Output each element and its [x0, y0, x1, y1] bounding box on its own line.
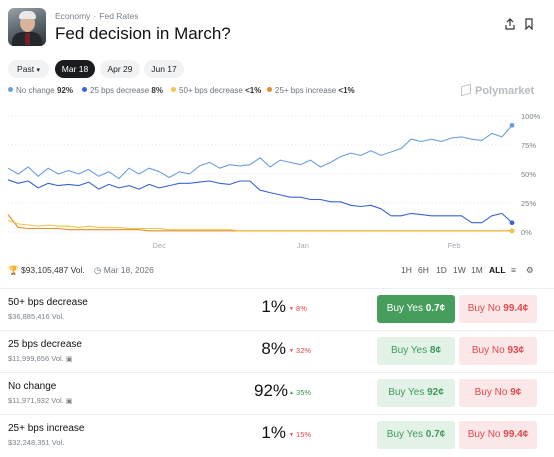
outcome-label: 25 bps decrease	[8, 339, 82, 350]
end-date: ◷ Mar 18, 2026	[94, 265, 154, 276]
arrow-down-icon: ▼	[289, 348, 294, 354]
series-endpoint	[509, 122, 515, 128]
legend-value: 8%	[151, 86, 163, 95]
outcome-label: 50+ bps decrease	[8, 297, 88, 308]
polymarket-logo: Polymarket	[461, 83, 535, 97]
page-title: Fed decision in March?	[55, 24, 231, 43]
breadcrumb-separator: ·	[93, 11, 97, 21]
y-tick-label: 75%	[521, 141, 536, 150]
outcome-volume: $36,885,416 Vol.	[8, 312, 65, 321]
outcome-label: 25+ bps increase	[8, 423, 85, 434]
date-pill[interactable]: Mar 18	[55, 60, 95, 78]
legend-value: 92%	[56, 86, 73, 95]
trophy-icon: 🏆	[8, 265, 19, 275]
date-pill[interactable]: Jun 17	[144, 60, 184, 78]
legend-swatch	[82, 87, 87, 92]
timeframe-1w[interactable]: 1W	[453, 265, 466, 275]
buy-no-button[interactable]: Buy No 99.4¢	[459, 295, 537, 323]
gift-icon: ▣	[65, 398, 73, 405]
buy-yes-button[interactable]: Buy Yes 8¢	[377, 337, 455, 365]
breadcrumb-fed-rates[interactable]: Fed Rates	[99, 11, 139, 21]
buy-yes-button[interactable]: Buy Yes 0.7¢	[377, 421, 455, 449]
timeframe-all[interactable]: ALL	[489, 265, 506, 275]
legend-value: <1%	[338, 86, 355, 95]
legend-item: No change 92%	[8, 86, 73, 95]
date-pill[interactable]: Apr 29	[100, 60, 140, 78]
legend-swatch	[171, 87, 176, 92]
outcome-change: ▼ 32%	[289, 346, 312, 355]
polymarket-mark-icon	[461, 83, 471, 97]
past-label: Past	[17, 64, 35, 74]
buy-no-button[interactable]: Buy No 9¢	[459, 379, 537, 407]
y-tick-label: 50%	[521, 170, 536, 179]
chart-settings-icon[interactable]: ≡	[511, 265, 516, 275]
buy-yes-button[interactable]: Buy Yes 0.7¢	[377, 295, 455, 323]
legend-item: 25 bps decrease 8%	[82, 86, 163, 95]
probability-chart[interactable]: 100% 75% 50% 25% 0% Dec Jan Feb	[0, 106, 554, 256]
series-endpoint	[509, 220, 515, 226]
outcome-change: ▼ 15%	[289, 430, 312, 439]
outcome-volume: $32,248,351 Vol.	[8, 438, 65, 447]
legend-item: 50+ bps decrease <1%	[171, 86, 261, 95]
gift-icon: ▣	[65, 356, 73, 363]
legend-name: 25 bps decrease	[90, 86, 150, 95]
breadcrumb-economy[interactable]: Economy	[55, 11, 91, 21]
volume-value: $93,105,487 Vol.	[20, 265, 85, 275]
brand-name: Polymarket	[475, 85, 535, 97]
series-line-25-bps-decrease	[7, 179, 513, 224]
buy-no-button[interactable]: Buy No 99.4¢	[459, 421, 537, 449]
legend-value: <1%	[245, 86, 262, 95]
legend-item: 25+ bps increase <1%	[267, 86, 355, 95]
outcome-volume: $11,971,932 Vol. ▣	[8, 396, 73, 405]
past-dropdown[interactable]: Past ▾	[8, 60, 49, 78]
arrow-down-icon: ▼	[289, 306, 294, 312]
x-tick-label: Jan	[297, 241, 309, 250]
outcome-probability: 1%	[261, 297, 286, 316]
series-endpoint	[509, 228, 515, 234]
legend-name: No change	[16, 86, 55, 95]
y-tick-label: 25%	[521, 199, 536, 208]
arrow-up-icon: ▲	[289, 390, 294, 396]
bookmark-icon[interactable]	[522, 18, 536, 32]
outcome-probability: 1%	[261, 423, 286, 442]
x-tick-label: Feb	[448, 241, 461, 250]
outcome-probability: 92%	[254, 381, 289, 400]
timeframe-1d[interactable]: 1D	[436, 265, 447, 275]
legend-swatch	[8, 87, 13, 92]
timeframe-1m[interactable]: 1M	[471, 265, 483, 275]
outcome-row[interactable]: 25 bps decrease $11,999,656 Vol. ▣ 8% ▼ 32%…	[0, 330, 554, 372]
clock-icon: ◷	[94, 265, 102, 275]
date-value: Mar 18, 2026	[103, 265, 154, 275]
chevron-down-icon: ▾	[36, 67, 40, 74]
outcome-change: ▼ 8%	[289, 304, 307, 313]
legend-name: 25+ bps increase	[275, 86, 337, 95]
timeframe-6h[interactable]: 6H	[418, 265, 429, 275]
market-header: Economy · Fed Rates Fed decision in March?	[8, 8, 546, 48]
buy-yes-button[interactable]: Buy Yes 92¢	[377, 379, 455, 407]
outcome-row[interactable]: 25+ bps increase $32,248,351 Vol. 1% ▼ 15% B…	[0, 414, 554, 456]
share-icon[interactable]	[503, 18, 517, 32]
legend-swatch	[267, 87, 272, 92]
outcome-label: No change	[8, 381, 57, 392]
legend-name: 50+ bps decrease	[179, 86, 243, 95]
market-avatar	[8, 8, 46, 46]
buy-no-button[interactable]: Buy No 93¢	[459, 337, 537, 365]
outcome-probability: 8%	[261, 339, 286, 358]
outcome-row[interactable]: No change $11,971,932 Vol. ▣ 92% ▲ 35% Buy Y…	[0, 372, 554, 414]
total-volume: 🏆 $93,105,487 Vol.	[8, 265, 85, 276]
outcome-volume: $11,999,656 Vol. ▣	[8, 354, 73, 363]
breadcrumb: Economy · Fed Rates	[55, 11, 139, 21]
timeframe-1h[interactable]: 1H	[401, 265, 412, 275]
arrow-down-icon: ▼	[289, 432, 294, 438]
series-line-50-bps-decrease	[7, 219, 512, 232]
series-line-25-bps-increase	[7, 214, 512, 232]
outcome-row[interactable]: 50+ bps decrease $36,885,416 Vol. 1% ▼ 8% Bu…	[0, 288, 554, 330]
gear-icon[interactable]: ⚙	[526, 265, 534, 275]
outcome-change: ▲ 35%	[289, 388, 312, 397]
y-tick-label: 0%	[521, 228, 532, 237]
x-tick-label: Dec	[153, 241, 167, 250]
y-tick-label: 100%	[521, 112, 541, 121]
series-line-no-change	[7, 124, 513, 180]
market-stats: 🏆 $93,105,487 Vol. ◷ Mar 18, 2026 1H 6H 1D…	[8, 265, 546, 279]
